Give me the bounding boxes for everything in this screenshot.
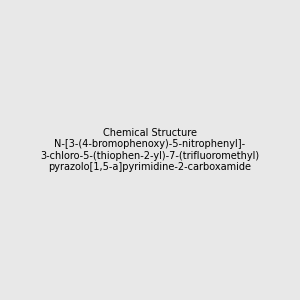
Text: Chemical Structure
N-[3-(4-bromophenoxy)-5-nitrophenyl]-
3-chloro-5-(thiophen-2-: Chemical Structure N-[3-(4-bromophenoxy)…	[40, 128, 260, 172]
